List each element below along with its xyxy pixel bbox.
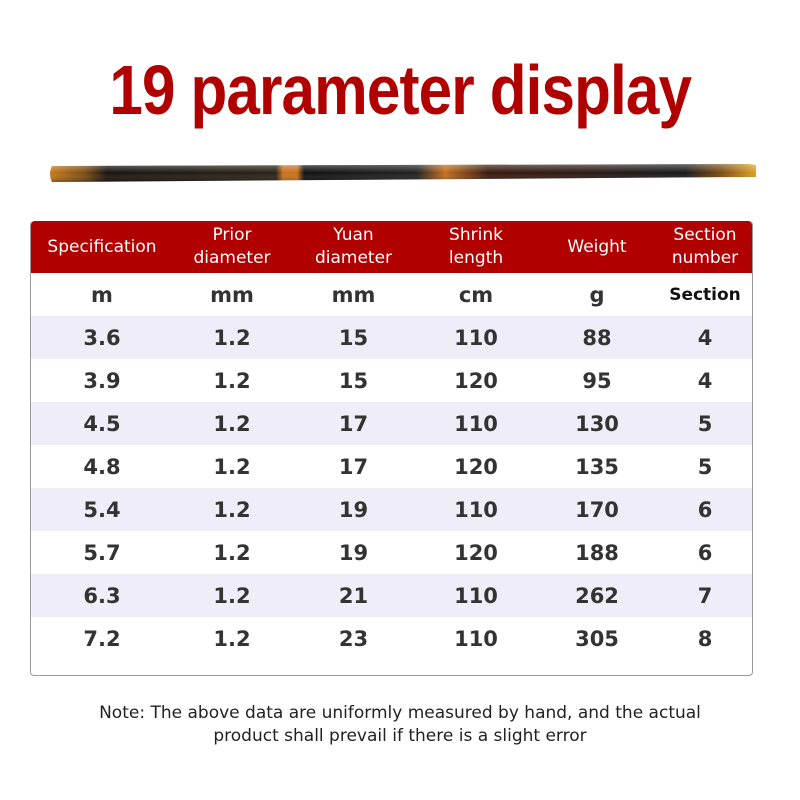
table-cell: 17 [338,454,369,479]
unit-cell: m [91,282,113,307]
table-cell: 3.9 [83,368,121,393]
table-cell: 88 [582,325,612,350]
table-cell: 1.2 [213,583,251,608]
table-cell: 1.2 [213,540,251,565]
table-cell: 5.4 [83,497,121,522]
table-row: 4.5 1.2 17 110 130 5 [31,402,752,445]
table-row: 3.9 1.2 15 120 95 4 [31,359,752,402]
table-cell: 1.2 [213,626,251,651]
unit-cell: Section [669,284,741,305]
table-header: Specification Prior diameter Yuan diameter… [31,221,752,273]
table-cell: 1.2 [213,454,251,479]
header-text: diameter [193,248,271,268]
table-cell: 6 [697,497,713,522]
table-row: 5.4 1.2 19 110 170 6 [31,488,752,531]
table-cell: 6 [697,540,713,565]
table-cell: 4 [697,325,713,350]
header-text: number [671,248,739,268]
table-cell: 15 [338,368,369,393]
table-cell: 19 [338,497,369,522]
table-row: 5.7 1.2 19 120 188 6 [31,531,752,574]
table-row: 3.6 1.2 15 110 88 4 [31,316,752,359]
table-cell: 17 [338,411,369,436]
header-text: diameter [314,248,393,268]
table-cell: 120 [454,368,498,393]
table-cell: 15 [338,325,369,350]
header-text: Yuan [333,225,374,245]
table-cell: 1.2 [213,325,251,350]
header-specification: Specification [31,221,173,273]
table-cell: 5.7 [83,540,121,565]
spec-table: Specification Prior diameter Yuan diameter… [30,221,753,676]
table-cell: 188 [575,540,619,565]
table-row: 4.8 1.2 17 120 135 5 [31,445,752,488]
header-prior-diameter: Prior diameter [173,221,291,273]
table-cell: 5 [697,454,713,479]
footnote: Note: The above data are uniformly measu… [0,702,800,748]
header-section-number: Section number [658,221,752,273]
table-cell: 4.5 [83,411,121,436]
table-cell: 4 [697,368,713,393]
header-text: Shrink [449,225,503,245]
table-cell: 1.2 [213,368,251,393]
table-cell: 7.2 [83,626,121,651]
fishing-rod-image [50,164,756,182]
header-text: Specification [47,236,157,257]
table-cell: 110 [454,626,498,651]
table-cell: 120 [454,540,498,565]
header-text: Prior [212,225,252,245]
table-cell: 110 [454,411,498,436]
table-cell: 4.8 [83,454,121,479]
table-cell: 262 [575,583,619,608]
table-cell: 19 [338,540,369,565]
table-cell: 110 [454,325,498,350]
header-text: length [448,248,504,268]
table-cell: 135 [575,454,619,479]
table-row: 6.3 1.2 21 110 262 7 [31,574,752,617]
unit-cell: cm [458,282,494,307]
table-cell: 5 [697,411,713,436]
table-cell: 110 [454,497,498,522]
units-row: m mm mm cm g Section [31,273,752,316]
table-cell: 8 [697,626,713,651]
table-cell: 1.2 [213,497,251,522]
note-line: product shall prevail if there is a slig… [213,726,587,746]
table-cell: 95 [582,368,612,393]
table-row: 7.2 1.2 23 110 305 8 [31,617,752,660]
page-title: 19 parameter display [109,51,692,129]
table-cell: 21 [338,583,369,608]
note-line: Note: The above data are uniformly measu… [99,703,701,723]
table-cell: 130 [575,411,619,436]
table-cell: 6.3 [83,583,121,608]
table-cell: 1.2 [213,411,251,436]
header-text: Weight [567,236,627,257]
unit-cell: mm [210,282,254,307]
header-yuan-diameter: Yuan diameter [291,221,416,273]
table-cell: 23 [338,626,369,651]
table-cell: 305 [575,626,619,651]
table-cell: 7 [697,583,713,608]
header-text: Section [673,225,737,245]
unit-cell: g [589,282,605,307]
table-cell: 120 [454,454,498,479]
table-cell: 170 [575,497,619,522]
unit-cell: mm [331,282,376,307]
header-weight: Weight [536,221,658,273]
table-cell: 110 [454,583,498,608]
table-cell: 3.6 [83,325,121,350]
header-shrink-length: Shrink length [416,221,536,273]
